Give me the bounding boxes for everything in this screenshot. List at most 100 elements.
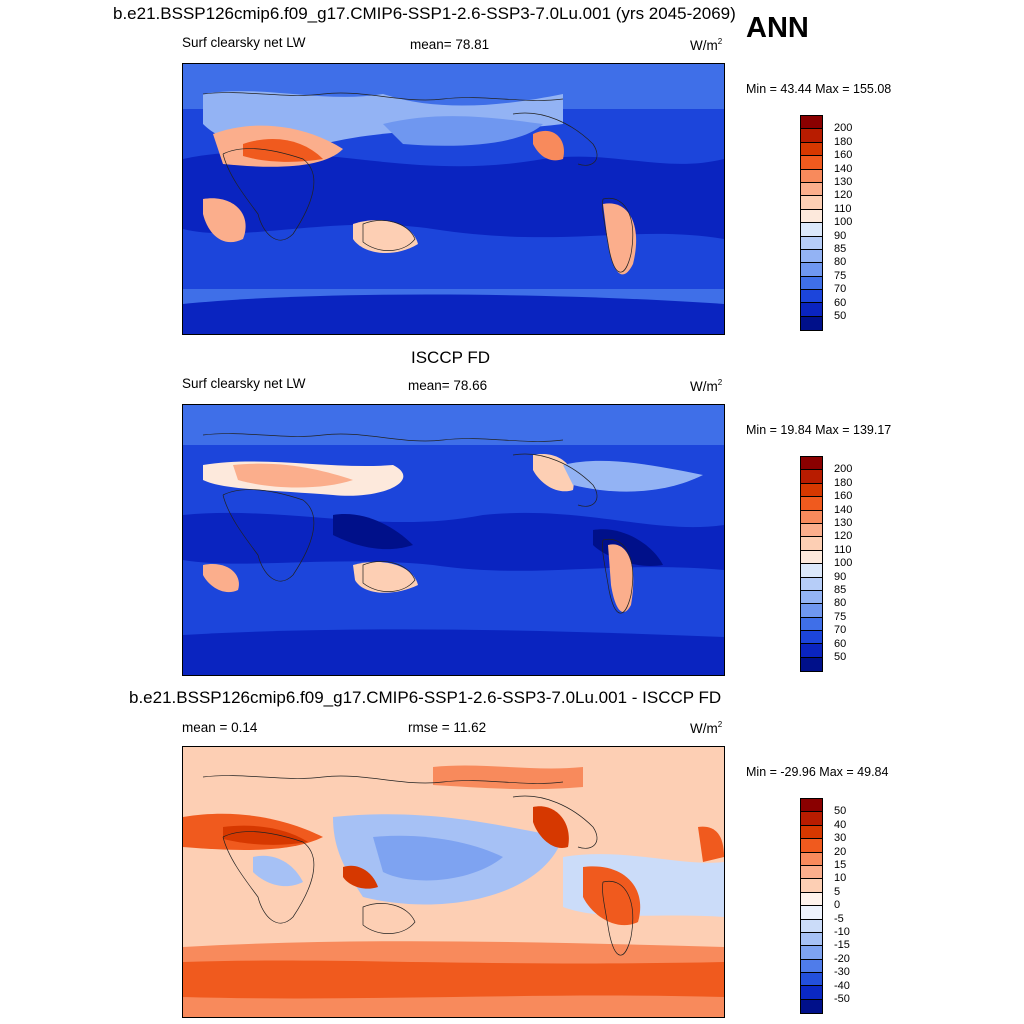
colorbar-swatch: [801, 156, 822, 170]
colorbar-tick-label: -15: [834, 939, 850, 952]
colorbar-tick-label: 120: [834, 189, 853, 202]
panel3-colorbar: [800, 798, 823, 1015]
colorbar-swatch: [801, 316, 822, 331]
colorbar-tick-label: 15: [834, 859, 847, 871]
colorbar-swatch: [801, 249, 822, 264]
colorbar-tick-label: 40: [834, 818, 847, 831]
panel3-mean-label: mean = 0.14: [182, 720, 258, 735]
colorbar-tick-label: 110: [834, 543, 852, 556]
colorbar-tick-label: 100: [834, 216, 853, 229]
colorbar-swatch: [801, 919, 822, 933]
season-label: ANN: [746, 12, 809, 44]
panel2-units: W/m2: [690, 378, 723, 394]
colorbar-swatch: [801, 116, 822, 130]
colorbar-swatch: [801, 590, 822, 605]
panel1-colorbar: [800, 115, 823, 332]
colorbar-swatch: [801, 142, 822, 157]
colorbar-swatch: [801, 932, 822, 947]
colorbar-tick-label: 75: [834, 610, 847, 623]
colorbar-tick-label: -50: [834, 993, 850, 1005]
colorbar-tick-label: 120: [834, 530, 853, 543]
colorbar-tick-label: 80: [834, 256, 847, 269]
colorbar-swatch: [801, 644, 822, 658]
colorbar-tick-label: -40: [834, 979, 850, 992]
colorbar-tick-label: -5: [834, 912, 844, 925]
colorbar-swatch: [801, 223, 822, 237]
colorbar-swatch: [801, 564, 822, 578]
colorbar-swatch: [801, 825, 822, 840]
colorbar-swatch: [801, 550, 822, 565]
colorbar-swatch: [801, 196, 822, 210]
colorbar-swatch: [801, 483, 822, 498]
colorbar-swatch: [801, 852, 822, 866]
colorbar-swatch: [801, 631, 822, 645]
colorbar-swatch: [801, 617, 822, 632]
colorbar-swatch: [801, 799, 822, 813]
colorbar-tick-label: 5: [834, 885, 841, 898]
colorbar-tick-label: -10: [834, 926, 850, 938]
colorbar-tick-label: 60: [834, 296, 847, 309]
panel2-mean-label: mean= 78.66: [408, 378, 488, 393]
panel2-variable-label: Surf clearsky net LW: [182, 376, 306, 391]
colorbar-tick-label: 70: [834, 624, 847, 637]
colorbar-tick-label: 100: [834, 557, 853, 570]
colorbar-tick-label: 90: [834, 570, 847, 583]
colorbar-swatch: [801, 839, 822, 853]
colorbar-swatch: [801, 973, 822, 987]
colorbar-swatch: [801, 906, 822, 920]
colorbar-swatch: [801, 236, 822, 250]
colorbar-swatch: [801, 523, 822, 538]
colorbar-swatch: [801, 263, 822, 277]
panel3-rmse-label: rmse = 11.62: [408, 720, 487, 735]
panel2-minmax: Min = 19.84 Max = 139.17: [746, 423, 892, 437]
colorbar-tick-label: 130: [834, 176, 853, 188]
colorbar-tick-label: 0: [834, 899, 841, 912]
colorbar-tick-label: 50: [834, 651, 847, 663]
colorbar-tick-label: -20: [834, 952, 850, 965]
colorbar-swatch: [801, 470, 822, 484]
panel1-mean-label: mean= 78.81: [410, 37, 490, 52]
colorbar-swatch: [801, 290, 822, 304]
colorbar-swatch: [801, 537, 822, 551]
colorbar-swatch: [801, 604, 822, 618]
colorbar-swatch: [801, 129, 822, 143]
panel3-map: [182, 746, 725, 1018]
panel1-map: [182, 63, 725, 335]
colorbar-tick-label: 160: [834, 490, 853, 503]
panel3-title: b.e21.BSSP126cmip6.f09_g17.CMIP6-SSP1-2.…: [129, 688, 722, 707]
panel3-units: W/m2: [690, 720, 723, 736]
panel2-map: [182, 404, 725, 676]
colorbar-tick-label: 50: [834, 805, 847, 818]
colorbar-tick-label: 85: [834, 243, 847, 255]
panel3-minmax: Min = -29.96 Max = 49.84: [746, 765, 889, 779]
panel1-units: W/m2: [690, 37, 723, 53]
colorbar-swatch: [801, 276, 822, 291]
panel2-title: ISCCP FD: [411, 348, 491, 367]
colorbar-swatch: [801, 892, 822, 907]
colorbar-tick-label: 180: [834, 135, 853, 148]
colorbar-tick-label: 200: [834, 463, 853, 476]
colorbar-tick-label: 180: [834, 476, 853, 489]
colorbar-swatch: [801, 497, 822, 511]
colorbar-swatch: [801, 457, 822, 471]
colorbar-tick-label: 30: [834, 832, 847, 845]
colorbar-tick-label: 50: [834, 310, 847, 322]
colorbar-tick-label: 130: [834, 517, 853, 529]
colorbar-tick-label: 140: [834, 162, 853, 175]
colorbar-swatch: [801, 865, 822, 880]
colorbar-swatch: [801, 182, 822, 197]
colorbar-tick-label: -30: [834, 966, 850, 979]
colorbar-tick-label: 80: [834, 597, 847, 610]
colorbar-swatch: [801, 303, 822, 317]
colorbar-tick-label: 75: [834, 269, 847, 282]
colorbar-swatch: [801, 986, 822, 1000]
colorbar-swatch: [801, 959, 822, 974]
colorbar-tick-label: 160: [834, 149, 853, 162]
colorbar-tick-label: 70: [834, 283, 847, 296]
panel2-colorbar: [800, 456, 823, 673]
colorbar-swatch: [801, 209, 822, 224]
colorbar-tick-label: 60: [834, 637, 847, 650]
colorbar-tick-label: 10: [834, 872, 847, 885]
colorbar-tick-label: 140: [834, 503, 853, 516]
colorbar-swatch: [801, 999, 822, 1014]
